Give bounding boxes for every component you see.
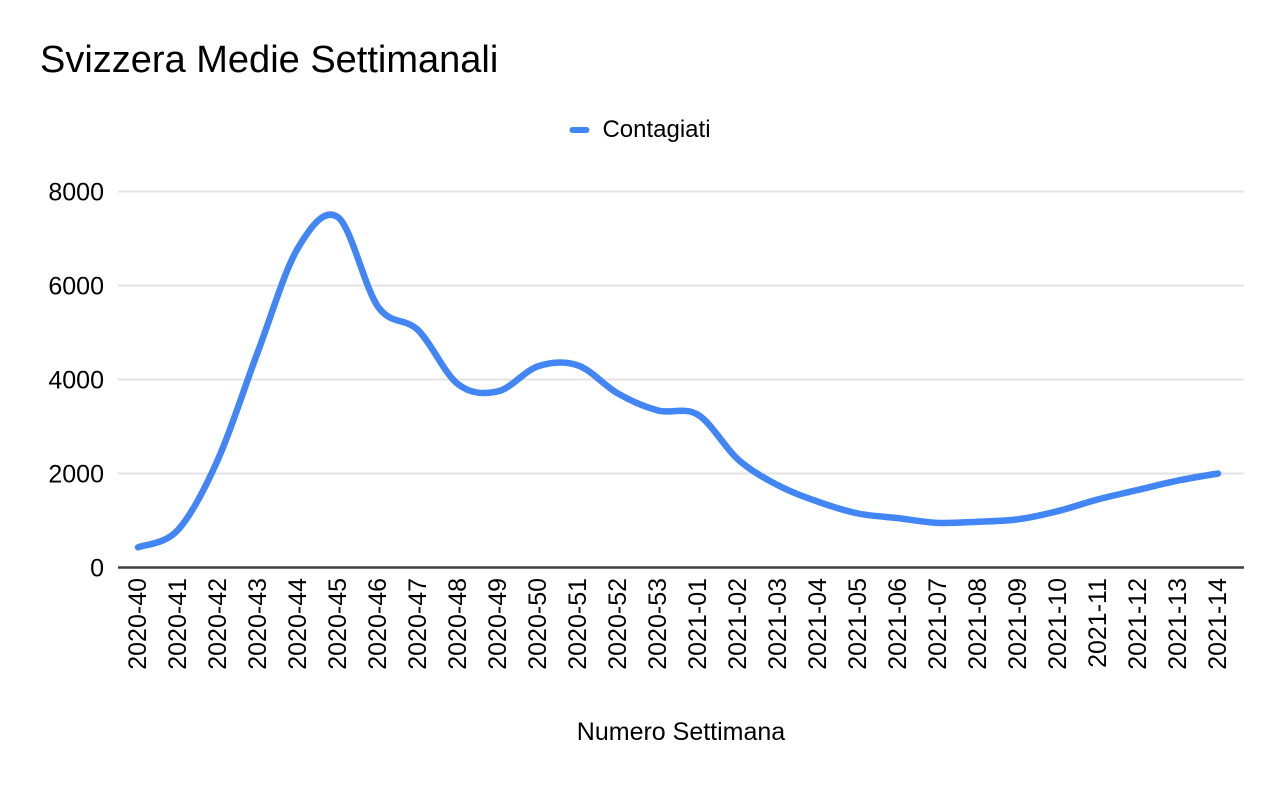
x-tick-label: 2020-51: [564, 578, 592, 670]
x-tick-label: 2021-03: [764, 578, 792, 670]
x-tick-label: 2020-52: [604, 578, 632, 670]
x-tick-label: 2021-13: [1164, 578, 1192, 670]
x-tick-label: 2020-40: [124, 578, 152, 670]
legend-marker-contagiati: [569, 127, 590, 133]
x-tick-label: 2020-43: [244, 578, 272, 670]
x-tick-label: 2021-11: [1084, 578, 1112, 668]
x-axis-title: Numero Settimana: [576, 718, 786, 746]
y-tick-label: 2000: [48, 461, 104, 489]
x-tick-label: 2020-48: [444, 578, 472, 670]
x-tick-label: 2020-44: [284, 578, 312, 670]
x-tick-label: 2020-47: [404, 578, 432, 670]
y-tick-label: 8000: [48, 179, 104, 207]
y-tick-label: 0: [90, 555, 104, 583]
x-tick-label: 2021-05: [844, 578, 872, 670]
x-tick-label: 2021-01: [684, 578, 712, 670]
series-line-contagiati: [134, 211, 1222, 551]
chart-title: Svizzera Medie Settimanali: [40, 39, 499, 81]
x-tick-label: 2021-09: [1004, 578, 1032, 670]
x-tick-label: 2021-07: [924, 578, 952, 670]
y-tick-label: 6000: [48, 273, 104, 301]
x-tick-label: 2021-04: [804, 578, 832, 670]
x-tick-label: 2020-53: [644, 578, 672, 670]
x-tick-label: 2020-46: [364, 578, 392, 670]
x-tick-label: 2021-02: [724, 578, 752, 670]
legend-label-contagiati: Contagiati: [602, 116, 711, 143]
x-tick-label: 2021-14: [1204, 578, 1232, 670]
x-tick-label: 2021-06: [884, 578, 912, 670]
y-tick-label: 4000: [48, 367, 104, 395]
x-tick-label: 2020-42: [204, 578, 232, 670]
x-tick-label: 2021-12: [1124, 578, 1152, 670]
x-tick-label: 2020-41: [164, 578, 192, 670]
legend: Contagiati: [569, 116, 711, 144]
x-tick-label: 2020-45: [324, 578, 352, 670]
x-tick-label: 2020-49: [484, 578, 512, 670]
x-tick-label: 2021-10: [1044, 578, 1072, 670]
x-tick-label: 2021-08: [964, 578, 992, 670]
x-tick-label: 2020-50: [524, 578, 552, 670]
